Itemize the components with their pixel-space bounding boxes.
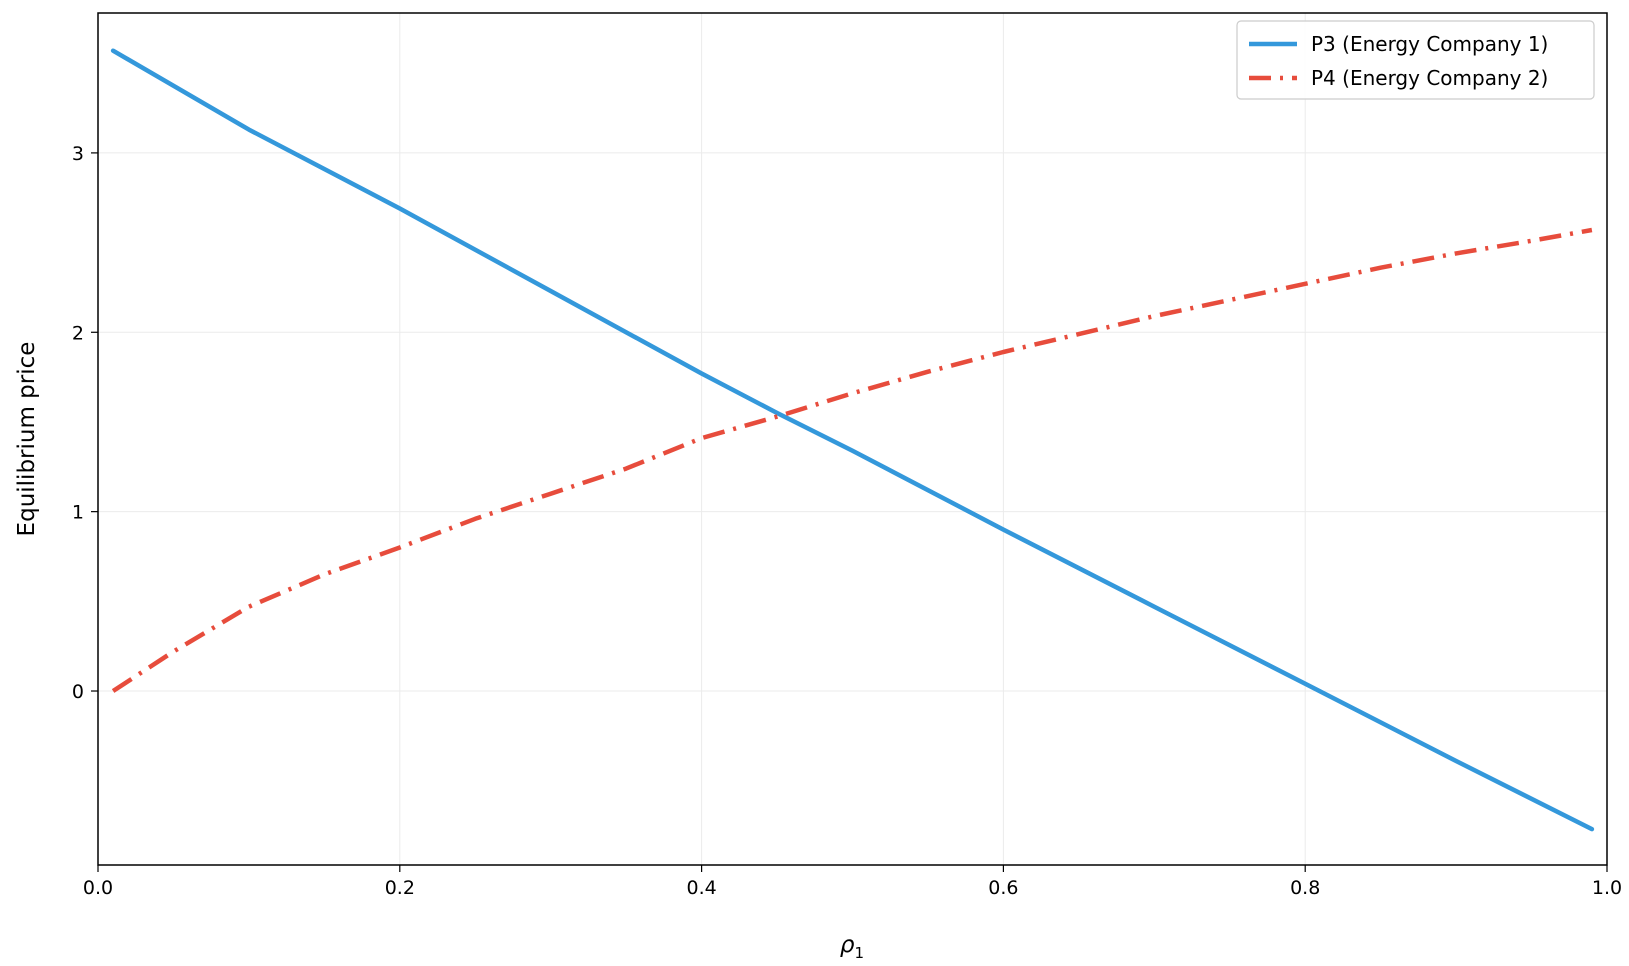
legend-box [1236,20,1595,100]
y-tick-label: 2 [72,322,84,344]
plot-background [98,13,1607,865]
y-tick-label: 3 [72,143,84,165]
plot-frame [97,12,1608,866]
x-tick-label: 0.2 [385,877,415,899]
axis-ticks: 0.0 0.2 0.4 0.6 0.8 1.0 0 1 2 3 [72,143,1622,899]
x-tick-label: 0.0 [83,877,113,899]
legend-label-p3: P3 (Energy Company 1) [1311,32,1548,56]
y-tick-label: 1 [72,502,84,524]
y-axis-label: Equilibrium price [14,342,40,537]
x-tick-label: 1.0 [1592,877,1622,899]
x-tick-label: 0.8 [1290,877,1320,899]
x-tick-label: 0.6 [988,877,1018,899]
series-group [110,48,1595,832]
legend-label-p4: P4 (Energy Company 2) [1311,66,1548,90]
y-tick-label: 0 [72,681,84,703]
x-axis-label: ρ1 [840,932,864,962]
series-line-p4 [111,227,1593,693]
legend: P3 (Energy Company 1) P4 (Energy Company… [1236,20,1595,100]
series-line-p3 [110,48,1595,832]
x-tick-label: 0.4 [686,877,716,899]
